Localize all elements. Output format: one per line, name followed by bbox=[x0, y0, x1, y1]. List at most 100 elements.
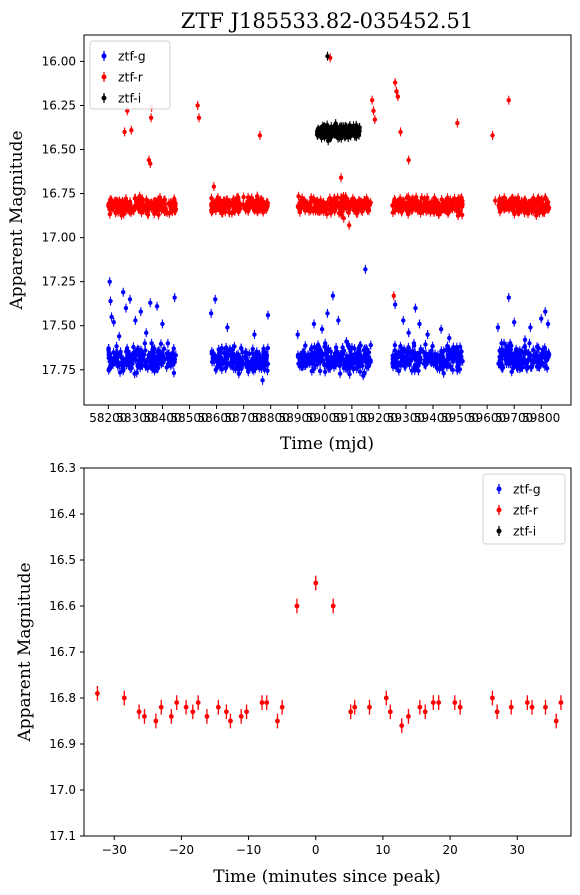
ztf-g-point bbox=[528, 358, 534, 363]
ztf-r-point bbox=[331, 204, 336, 209]
ztf-g-point bbox=[440, 366, 445, 371]
ztf-r-point bbox=[413, 203, 419, 209]
ztf-r-point bbox=[217, 202, 222, 207]
ztf-r-point bbox=[260, 199, 266, 204]
top-data-points bbox=[106, 51, 552, 385]
ztf-g-point bbox=[230, 346, 236, 351]
ztf-r-point bbox=[117, 198, 122, 204]
ztf-g-point bbox=[218, 350, 223, 355]
legend-label-ztf-g: ztf-g bbox=[118, 49, 146, 64]
ztf-g-point bbox=[352, 346, 357, 351]
ztf-g-point bbox=[519, 349, 525, 354]
ztf-i-point bbox=[353, 123, 359, 128]
top-x-tick-label: 59800 bbox=[522, 411, 560, 425]
ztf-g-point bbox=[328, 362, 334, 367]
ztf-g-point bbox=[341, 359, 347, 364]
top-y-tick-label: 16.00 bbox=[42, 54, 76, 68]
ztf-g-point bbox=[317, 368, 323, 374]
ztf-g-point bbox=[158, 341, 164, 347]
ztf-g-point bbox=[423, 342, 428, 347]
ztf-g-point bbox=[509, 369, 514, 375]
top-x-ticks: 5820058300584005850058600587005880058900… bbox=[89, 405, 560, 425]
ztf-g-point bbox=[108, 363, 113, 369]
ztf-g-point bbox=[332, 359, 337, 364]
ztf-g-point bbox=[121, 360, 126, 366]
ztf-g-point bbox=[118, 349, 123, 355]
ztf-g-point bbox=[296, 361, 301, 366]
ztf-g-point bbox=[401, 318, 406, 323]
ztf-g-point bbox=[358, 354, 363, 360]
ztf-g-point bbox=[406, 330, 411, 335]
ztf-g-point bbox=[166, 360, 172, 365]
ztf-r-point bbox=[172, 198, 177, 203]
ztf-i-point bbox=[341, 128, 347, 134]
ztf-r-point bbox=[500, 201, 505, 206]
top-x-tick-label: 58500 bbox=[170, 411, 208, 425]
top-x-tick-label: 59700 bbox=[495, 411, 533, 425]
ztf-g-point bbox=[430, 343, 435, 349]
ztf-r-point bbox=[107, 212, 113, 217]
ztf-g-point bbox=[208, 311, 214, 316]
ztf-g-point bbox=[223, 366, 228, 371]
ztf-r-point bbox=[422, 197, 427, 202]
top-y-tick-label: 17.00 bbox=[42, 231, 76, 245]
ztf-g-point bbox=[240, 350, 245, 355]
ztf-r-point bbox=[455, 120, 460, 126]
ztf-g-point bbox=[308, 356, 313, 361]
ztf-r-point bbox=[526, 209, 531, 214]
ztf-g-point bbox=[149, 341, 154, 346]
top-x-tick-label: 59200 bbox=[360, 411, 398, 425]
ztf-g-point bbox=[336, 318, 341, 323]
ztf-r-point bbox=[346, 223, 352, 228]
ztf-g-point bbox=[340, 345, 345, 350]
bottom-y-tick-label: 16.3 bbox=[49, 461, 76, 475]
ztf-r-point bbox=[136, 709, 142, 715]
ztf-g-point bbox=[111, 319, 116, 325]
ztf-r-point bbox=[110, 200, 115, 205]
ztf-g-point bbox=[438, 356, 444, 361]
ztf-g-point bbox=[330, 293, 336, 298]
top-panel: ZTF J185533.82-035452.51 582005830058400… bbox=[7, 9, 572, 454]
ztf-g-point bbox=[250, 350, 255, 356]
ztf-g-point bbox=[309, 368, 315, 374]
ztf-r-point bbox=[124, 202, 129, 208]
ztf-g-point bbox=[518, 356, 523, 361]
top-y-tick-label: 16.25 bbox=[42, 98, 76, 112]
ztf-g-point bbox=[392, 302, 398, 307]
top-y-tick-label: 16.50 bbox=[42, 143, 76, 157]
ztf-r-point bbox=[417, 205, 422, 210]
ztf-r-point bbox=[358, 199, 364, 205]
ztf-g-point bbox=[527, 341, 532, 346]
ztf-g-point bbox=[425, 332, 430, 337]
ztf-r-point bbox=[406, 157, 411, 163]
ztf-r-point bbox=[222, 198, 227, 204]
bottom-x-ticks: −30 −20 −10 0 10 20 30 bbox=[102, 836, 525, 857]
ztf-r-point bbox=[439, 208, 444, 214]
ztf-r-point bbox=[371, 108, 376, 113]
ztf-g-point bbox=[236, 355, 241, 361]
ztf-g-point bbox=[409, 368, 415, 373]
ztf-g-point bbox=[314, 362, 320, 367]
ztf-g-point bbox=[152, 368, 157, 374]
ztf-g-point bbox=[109, 314, 114, 320]
ztf-r-point bbox=[518, 203, 524, 209]
ztf-g-point bbox=[415, 353, 420, 358]
ztf-i-legend-dot bbox=[101, 95, 107, 101]
ztf-r-point bbox=[360, 209, 365, 214]
ztf-r-point bbox=[121, 695, 127, 701]
bottom-y-tick-label: 16.6 bbox=[49, 599, 76, 613]
ztf-g-point bbox=[143, 348, 148, 353]
ztf-i-point bbox=[355, 130, 360, 135]
ztf-r-point bbox=[546, 205, 552, 210]
bottom-y-tick-label: 17.1 bbox=[49, 829, 76, 843]
ztf-r-point bbox=[393, 198, 398, 204]
bottom-y-tick-label: 17.0 bbox=[49, 783, 76, 797]
ztf-g-point bbox=[355, 350, 361, 356]
ztf-g-point bbox=[138, 309, 144, 314]
ztf-g-point bbox=[355, 361, 360, 366]
ztf-r-point bbox=[204, 714, 210, 719]
ztf-r-point bbox=[457, 200, 463, 205]
ztf-g-point bbox=[253, 352, 258, 357]
ztf-g-point bbox=[265, 345, 271, 351]
